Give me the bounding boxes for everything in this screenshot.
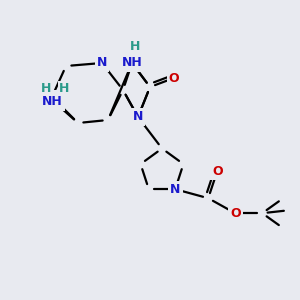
Text: H: H: [130, 40, 140, 53]
Text: NH: NH: [42, 95, 63, 109]
Text: N: N: [46, 92, 56, 106]
Text: N: N: [97, 56, 107, 70]
Text: NH: NH: [122, 56, 142, 70]
Text: O: O: [212, 165, 223, 178]
Text: H: H: [59, 82, 70, 95]
Text: H: H: [40, 82, 51, 95]
Text: O: O: [169, 71, 179, 85]
Text: N: N: [170, 183, 180, 196]
Text: N: N: [133, 110, 143, 124]
Text: O: O: [230, 207, 241, 220]
